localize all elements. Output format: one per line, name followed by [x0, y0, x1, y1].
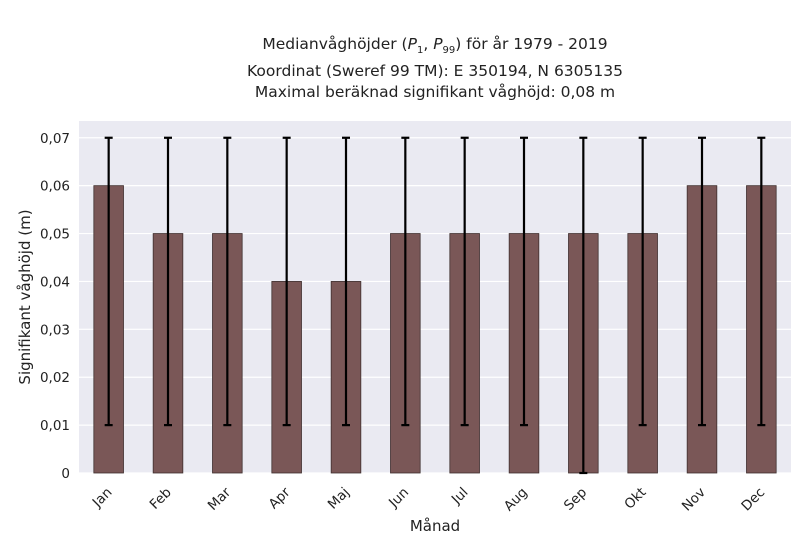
title-line-3: Maximal beräknad signifikant våghöjd: 0,… — [254, 83, 616, 102]
title-separator: , — [423, 35, 434, 53]
y-tick-label: 0,06 — [40, 179, 70, 195]
x-tick-label: Jun — [385, 485, 412, 512]
title-p-high: P — [433, 35, 443, 53]
title-line-2: Koordinat (Sweref 99 TM): E 350194, N 63… — [247, 62, 623, 81]
y-tick-label: 0,02 — [40, 370, 70, 386]
x-tick-label: Maj — [325, 485, 353, 513]
y-tick-label: 0,04 — [40, 274, 70, 290]
x-tick-label: Dec — [738, 485, 768, 515]
y-tick-label: 0,05 — [40, 227, 70, 243]
plot-area — [79, 121, 791, 473]
x-tick-label: Jan — [89, 485, 116, 512]
title-line-1: Medianvåghöjder (P1, P99) för år 1979 - … — [79, 34, 791, 61]
x-tick-label: Feb — [147, 485, 175, 513]
error-bars — [104, 136, 766, 475]
y-tick-labels: 0 0,01 0,02 0,03 0,04 0,05 0,06 0,07 — [40, 131, 70, 482]
x-tick-label: Nov — [679, 485, 709, 515]
title-suffix: ) för år 1979 - 2019 — [455, 35, 608, 53]
x-axis-label: Månad — [410, 517, 460, 535]
error-bar — [223, 136, 232, 427]
error-bar — [401, 136, 410, 427]
y-axis-label: Signifikant våghöjd (m) — [16, 209, 34, 384]
x-tick-label: Jul — [448, 485, 472, 509]
x-tick-label: Apr — [266, 484, 294, 512]
y-tick-label: 0 — [61, 466, 70, 482]
error-bar — [757, 136, 766, 427]
title-p-low: P — [407, 35, 417, 53]
error-bar — [164, 136, 172, 427]
x-tick-label: Sep — [561, 485, 590, 514]
error-bar — [342, 136, 350, 427]
chart-title: Medianvåghöjder (P1, P99) för år 1979 - … — [79, 34, 791, 103]
title-p-high-sub: 99 — [442, 45, 456, 57]
error-bar — [579, 136, 588, 475]
x-tick-label: Aug — [501, 485, 531, 515]
x-tick-labels: Jan Feb Mar Apr Maj Jun Jul Aug Sep Okt Nov Dec — [89, 484, 768, 514]
error-bar — [282, 136, 291, 427]
error-bar — [460, 136, 469, 427]
error-bar — [638, 136, 647, 427]
error-bar — [104, 136, 113, 427]
title-prefix: Medianvåghöjder ( — [262, 35, 408, 53]
y-tick-label: 0,07 — [40, 131, 70, 147]
grid-lines — [79, 137, 791, 474]
x-tick-label: Okt — [621, 485, 649, 513]
error-bar — [520, 136, 528, 427]
y-tick-label: 0,01 — [40, 418, 70, 434]
x-tick-label: Mar — [205, 484, 235, 514]
error-bar — [698, 136, 706, 427]
title-p-low-sub: 1 — [416, 45, 424, 57]
y-tick-label: 0,03 — [40, 322, 70, 338]
